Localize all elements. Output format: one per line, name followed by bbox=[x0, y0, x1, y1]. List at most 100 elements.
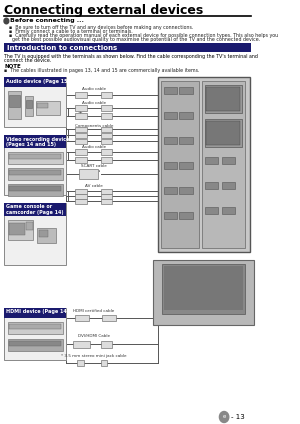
Text: SCART cable: SCART cable bbox=[81, 164, 106, 168]
Bar bbox=[205, 182, 218, 189]
Bar bbox=[9, 154, 62, 159]
Text: Audio cable: Audio cable bbox=[82, 145, 106, 149]
Bar bbox=[100, 132, 112, 137]
Bar bbox=[100, 189, 112, 193]
Bar bbox=[4, 43, 251, 52]
Bar bbox=[100, 113, 112, 119]
Text: ▪  The cables illustrated in pages 13, 14 and 15 are commercially available item: ▪ The cables illustrated in pages 13, 14… bbox=[4, 68, 200, 73]
Bar bbox=[205, 157, 218, 164]
Text: camcorder (Page 14): camcorder (Page 14) bbox=[6, 210, 64, 215]
Bar bbox=[164, 187, 177, 194]
Text: Connecting external devices: Connecting external devices bbox=[4, 4, 203, 17]
Text: ▪  Be sure to turn off the TV and any devices before making any connections.: ▪ Be sure to turn off the TV and any dev… bbox=[8, 25, 193, 30]
Bar bbox=[9, 186, 62, 191]
Bar bbox=[75, 189, 87, 193]
Bar bbox=[8, 168, 63, 180]
Bar bbox=[75, 126, 87, 131]
Bar bbox=[164, 266, 243, 310]
Bar bbox=[4, 135, 67, 195]
Bar bbox=[9, 223, 25, 235]
Bar bbox=[179, 212, 193, 219]
Text: Before connecting ...: Before connecting ... bbox=[10, 18, 84, 23]
Bar bbox=[9, 95, 20, 107]
Text: - 13: - 13 bbox=[231, 414, 245, 420]
Text: Video recording device: Video recording device bbox=[6, 137, 69, 142]
Bar bbox=[206, 87, 240, 111]
Bar bbox=[100, 198, 112, 204]
Bar bbox=[179, 112, 193, 119]
Bar bbox=[100, 341, 112, 348]
Bar bbox=[164, 112, 177, 119]
Bar bbox=[25, 96, 33, 116]
Bar bbox=[205, 85, 242, 113]
Text: HDMI certified cable: HDMI certified cable bbox=[73, 309, 114, 313]
Circle shape bbox=[4, 18, 9, 24]
Bar bbox=[38, 228, 56, 243]
Bar bbox=[100, 149, 112, 155]
Bar bbox=[164, 87, 177, 94]
Bar bbox=[9, 170, 62, 175]
Bar bbox=[205, 119, 242, 147]
Bar bbox=[8, 322, 63, 334]
Bar bbox=[162, 264, 245, 314]
Text: get the best possible audiovisual quality to maximise the potential of the TV an: get the best possible audiovisual qualit… bbox=[12, 37, 260, 42]
Bar bbox=[221, 182, 235, 189]
Bar bbox=[100, 139, 112, 143]
Bar bbox=[73, 341, 90, 348]
Bar bbox=[4, 77, 67, 127]
Bar bbox=[9, 324, 62, 329]
Text: Audio device (Page 15): Audio device (Page 15) bbox=[6, 78, 70, 84]
Bar bbox=[221, 157, 235, 164]
Bar bbox=[79, 169, 98, 179]
Bar bbox=[26, 100, 32, 108]
Text: Game console or: Game console or bbox=[6, 204, 52, 209]
Bar bbox=[26, 222, 33, 230]
Bar bbox=[75, 92, 87, 98]
Circle shape bbox=[219, 412, 229, 422]
Bar bbox=[179, 87, 193, 94]
Bar bbox=[75, 198, 87, 204]
Bar bbox=[161, 81, 199, 248]
Bar bbox=[179, 187, 193, 194]
Text: NOTE: NOTE bbox=[4, 64, 21, 69]
Bar bbox=[9, 341, 62, 346]
Bar bbox=[153, 260, 254, 325]
Bar bbox=[75, 315, 88, 321]
Bar bbox=[4, 77, 67, 87]
Bar bbox=[8, 152, 63, 164]
Text: Audio cable: Audio cable bbox=[82, 101, 106, 105]
Bar bbox=[100, 360, 107, 366]
Bar bbox=[4, 308, 67, 318]
Bar bbox=[8, 91, 21, 119]
Bar bbox=[206, 121, 240, 145]
Text: Components cable: Components cable bbox=[74, 124, 113, 128]
Bar bbox=[158, 77, 250, 252]
Bar bbox=[202, 81, 244, 248]
Bar bbox=[4, 203, 67, 216]
Bar bbox=[8, 220, 33, 240]
Bar bbox=[164, 162, 177, 169]
Bar bbox=[75, 113, 87, 119]
Text: HDMI device (Page 14): HDMI device (Page 14) bbox=[6, 310, 69, 315]
Text: (Pages 14 and 15): (Pages 14 and 15) bbox=[6, 142, 56, 147]
Bar bbox=[100, 126, 112, 131]
Text: +: + bbox=[78, 109, 82, 114]
Bar bbox=[8, 184, 63, 196]
Bar bbox=[39, 230, 48, 237]
Bar bbox=[179, 162, 193, 169]
Text: connect the device.: connect the device. bbox=[4, 58, 52, 63]
Text: The TV is equipped with the terminals as shown below. Find the cable correspondi: The TV is equipped with the terminals as… bbox=[4, 54, 258, 59]
Text: * 3.5 mm stereo mini jack cable: * 3.5 mm stereo mini jack cable bbox=[61, 354, 127, 358]
Bar bbox=[75, 105, 87, 111]
Text: e: e bbox=[222, 415, 226, 419]
Bar bbox=[75, 132, 87, 137]
Bar bbox=[221, 207, 235, 214]
Bar bbox=[100, 193, 112, 198]
Bar bbox=[100, 92, 112, 98]
Bar bbox=[8, 339, 63, 351]
Bar bbox=[77, 360, 83, 366]
Text: ▪  Carefully read the operation manual of each external device for possible conn: ▪ Carefully read the operation manual of… bbox=[8, 33, 278, 39]
Bar bbox=[4, 308, 67, 360]
Text: Introduction to connections: Introduction to connections bbox=[7, 45, 117, 50]
Bar bbox=[205, 207, 218, 214]
